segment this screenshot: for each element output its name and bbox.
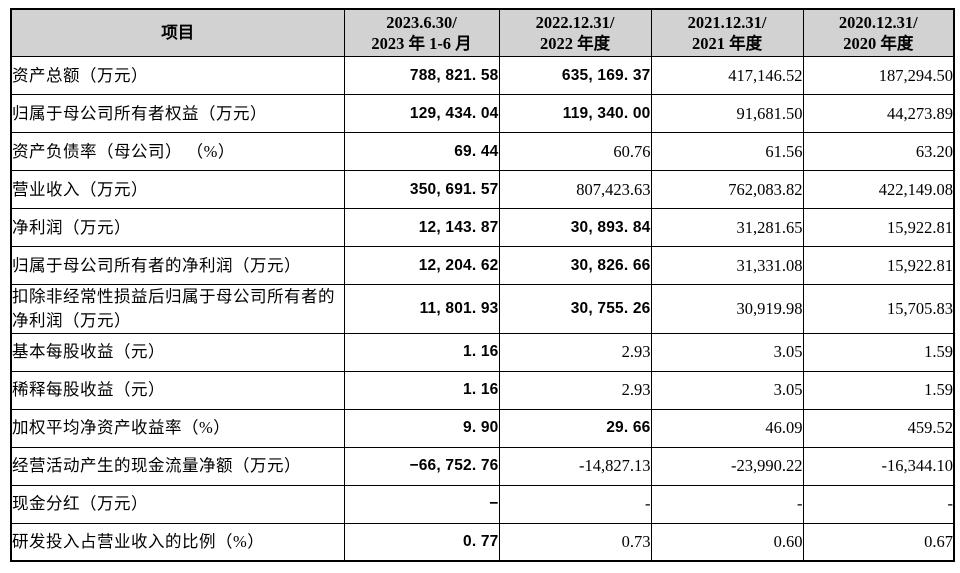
value-cell: 30, 826. 66 [498,246,652,285]
value-cell: 422,149.08 [802,170,955,209]
value-cell: 807,423.63 [498,170,652,209]
value-cell: 1. 16 [343,370,500,410]
header-period-line: 2020 年度 [843,34,914,53]
value-cell: 46.09 [650,408,804,448]
table-row: 基本每股收益（元） 1. 16 2.93 3.05 1.59 [10,332,955,372]
value-cell: 129, 434. 04 [343,94,500,133]
row-label: 经营活动产生的现金流量净额（万元） [10,446,345,486]
financial-summary-table: 项目 2023.6.30/ 2023 年 1-6 月 2022.12.31/ 2… [10,8,955,563]
value-cell: 350, 691. 57 [343,170,500,209]
value-cell: 3.05 [650,332,804,372]
value-cell: 9. 90 [343,408,500,448]
row-label: 基本每股收益（元） [10,332,345,372]
value-cell: 1.59 [802,332,955,372]
value-cell: 0.73 [498,522,652,562]
row-label: 现金分红（万元） [10,484,345,524]
column-header-2023h1: 2023.6.30/ 2023 年 1-6 月 [343,8,500,57]
value-cell: 30, 755. 26 [498,284,652,334]
value-cell: 417,146.52 [650,56,804,95]
value-cell: 0.60 [650,522,804,562]
value-cell: − [343,484,500,524]
value-cell: - [498,484,652,524]
value-cell: 635, 169. 37 [498,56,652,95]
value-cell: 0.67 [802,522,955,562]
row-label: 扣除非经常性损益后归属于母公司所有者的净利润（万元） [10,284,345,334]
value-cell: 15,922.81 [802,208,955,247]
table-row: 现金分红（万元） − - - - [10,484,955,524]
table-row: 归属于母公司所有者的净利润（万元） 12, 204. 62 30, 826. 66 3… [10,246,955,285]
header-date-line: 2023.6.30/ [386,12,457,32]
value-cell: 12, 204. 62 [343,246,500,285]
value-cell: 44,273.89 [802,94,955,133]
header-period-line: 2023 年 1-6 月 [371,34,472,53]
row-label: 营业收入（万元） [10,170,345,209]
value-cell: 61.56 [650,132,804,171]
value-cell: 12, 143. 87 [343,208,500,247]
row-label: 加权平均净资产收益率（%） [10,408,345,448]
value-cell: - [802,484,955,524]
value-cell: 69. 44 [343,132,500,171]
value-cell: 2.93 [498,332,652,372]
header-date-line: 2020.12.31/ [838,12,918,32]
row-label: 资产负债率（母公司） （%） [10,132,345,171]
value-cell: -14,827.13 [498,446,652,486]
row-label: 稀释每股收益（元） [10,370,345,410]
value-cell: 0. 77 [343,522,500,562]
value-cell: −66, 752. 76 [343,446,500,486]
header-row: 项目 2023.6.30/ 2023 年 1-6 月 2022.12.31/ 2… [10,8,955,57]
value-cell: 119, 340. 00 [498,94,652,133]
value-cell: 1. 16 [343,332,500,372]
row-label: 归属于母公司所有者权益（万元） [10,94,345,133]
column-header-2020: 2020.12.31/ 2020 年度 [802,8,955,57]
header-date-line: 2022.12.31/ [535,12,615,32]
column-header-2021: 2021.12.31/ 2021 年度 [650,8,804,57]
table-row: 净利润（万元） 12, 143. 87 30, 893. 84 31,281.65 15… [10,208,955,247]
row-label: 归属于母公司所有者的净利润（万元） [10,246,345,285]
row-label: 净利润（万元） [10,208,345,247]
header-period-line: 2021 年度 [691,34,763,53]
value-cell: 3.05 [650,370,804,410]
table-row: 研发投入占营业收入的比例（%） 0. 77 0.73 0.60 0.67 [10,522,955,562]
value-cell: 459.52 [802,408,955,448]
row-label: 资产总额（万元） [10,56,345,95]
value-cell: - [650,484,804,524]
value-cell: 31,281.65 [650,208,804,247]
table-row: 资产总额（万元） 788, 821. 58 635, 169. 37 417,146.… [10,56,955,95]
column-header-item: 项目 [10,8,345,57]
value-cell: 11, 801. 93 [343,284,500,334]
value-cell: 30, 893. 84 [498,208,652,247]
header-period-line: 2022 年度 [539,34,611,53]
column-header-2022: 2022.12.31/ 2022 年度 [498,8,652,57]
value-cell: 29. 66 [498,408,652,448]
value-cell: -16,344.10 [802,446,955,486]
value-cell: 91,681.50 [650,94,804,133]
table-row: 资产负债率（母公司） （%） 69. 44 60.76 61.56 63.20 [10,132,955,171]
value-cell: 788, 821. 58 [343,56,500,95]
table-row: 营业收入（万元） 350, 691. 57 807,423.63 762,083.82… [10,170,955,209]
table-row: 归属于母公司所有者权益（万元） 129, 434. 04 119, 340. 00 9… [10,94,955,133]
value-cell: 60.76 [498,132,652,171]
table-row: 经营活动产生的现金流量净额（万元） −66, 752. 76 -14,827.13-… [10,446,955,486]
row-label: 研发投入占营业收入的比例（%） [10,522,345,562]
table-row: 扣除非经常性损益后归属于母公司所有者的净利润（万元） 11, 801. 93 30,… [10,284,955,334]
value-cell: 15,922.81 [802,246,955,285]
value-cell: 187,294.50 [802,56,955,95]
table-row: 加权平均净资产收益率（%） 9. 90 29. 66 46.09 459.52 [10,408,955,448]
value-cell: 2.93 [498,370,652,410]
value-cell: 15,705.83 [802,284,955,334]
value-cell: 31,331.08 [650,246,804,285]
header-date-line: 2021.12.31/ [687,12,767,32]
table-row: 稀释每股收益（元） 1. 16 2.93 3.05 1.59 [10,370,955,410]
value-cell: 30,919.98 [650,284,804,334]
value-cell: 1.59 [802,370,955,410]
value-cell: -23,990.22 [650,446,804,486]
value-cell: 63.20 [802,132,955,171]
value-cell: 762,083.82 [650,170,804,209]
